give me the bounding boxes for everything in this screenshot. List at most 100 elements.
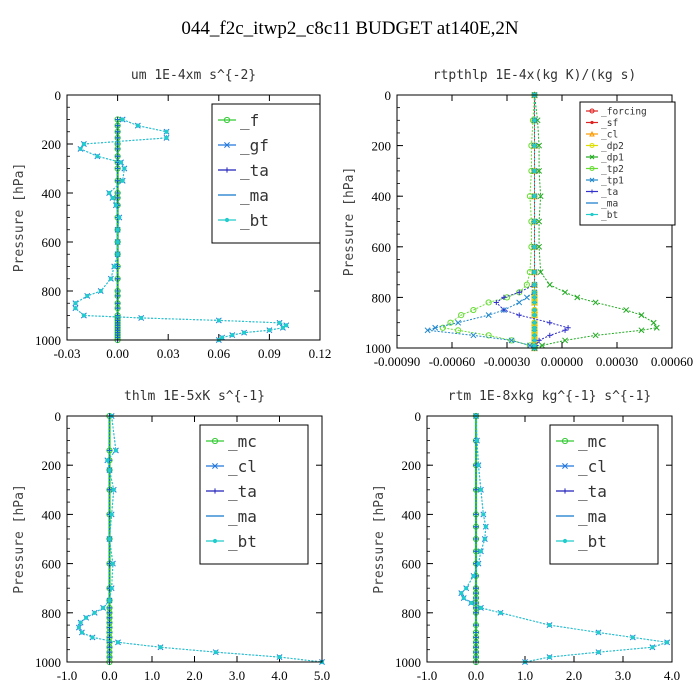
data-point xyxy=(98,288,103,294)
data-point xyxy=(592,299,599,306)
legend-marker xyxy=(562,463,568,469)
data-point xyxy=(485,312,492,319)
legend-label: _gf xyxy=(240,136,269,155)
chart-panel-3: thlm 1E-5xK s^{-1} Pressure [hPa] 0 200 400 6… xyxy=(12,389,330,683)
y-tick-label: 0 xyxy=(55,409,62,424)
data-point xyxy=(135,123,140,128)
legend-marker xyxy=(561,437,569,445)
data-point xyxy=(90,635,95,640)
legend-label: _tp1 xyxy=(601,176,624,187)
data-point xyxy=(501,294,507,300)
x-tick-label: -0.00090 xyxy=(374,354,421,369)
legend-marker xyxy=(589,130,595,137)
legend: _mc _cl _ta _ma _bt xyxy=(199,424,309,565)
data-point xyxy=(532,328,537,333)
data-point xyxy=(84,615,89,620)
data-point xyxy=(483,524,488,529)
y-tick-label: 800 xyxy=(42,606,62,621)
data-point xyxy=(439,324,446,331)
data-point xyxy=(546,281,553,288)
y-tick-label: 200 xyxy=(42,458,62,473)
x-tick-label: 4.0 xyxy=(271,668,287,683)
y-tick-label: 0 xyxy=(415,409,422,424)
data-point xyxy=(485,332,492,339)
data-point xyxy=(485,299,492,306)
data-point xyxy=(481,512,486,517)
legend-label: _mc xyxy=(578,432,607,451)
y-tick-label: 200 xyxy=(372,139,392,154)
y-tick-label: 1000 xyxy=(35,655,61,670)
data-point xyxy=(470,306,477,314)
data-point xyxy=(120,117,125,122)
legend-label: _bt xyxy=(240,211,269,230)
data-point xyxy=(482,536,487,542)
data-point xyxy=(532,219,537,224)
legend-marker xyxy=(590,120,594,125)
legend-label: _ta xyxy=(578,482,607,501)
data-point xyxy=(547,332,553,338)
data-point xyxy=(596,630,601,635)
legend-marker xyxy=(212,488,218,494)
x-tick-label: 3.0 xyxy=(229,668,245,683)
data-point xyxy=(242,330,247,335)
data-point xyxy=(532,118,537,123)
data-point xyxy=(532,282,537,287)
data-point xyxy=(596,650,601,655)
data-point xyxy=(101,605,106,610)
data-point xyxy=(508,337,515,344)
y-tick-label: 1000 xyxy=(365,341,391,356)
x-tick-label: -0.00030 xyxy=(484,354,531,369)
data-point xyxy=(81,141,86,147)
data-point xyxy=(117,215,122,220)
figure-title: 044_f2c_itwp2_c8c11 BUDGET at140E,2N xyxy=(181,18,519,39)
legend-label: _ta xyxy=(601,187,618,198)
y-tick-label: 800 xyxy=(372,290,392,305)
chart-panel-1: um 1E-4xm s^{-2} Pressure [hPa] 0 200 400 600… xyxy=(12,68,331,361)
data-point xyxy=(474,438,480,443)
data-point xyxy=(95,154,100,159)
data-point xyxy=(73,301,78,306)
data-point xyxy=(498,610,503,615)
data-point xyxy=(118,160,124,165)
data-point xyxy=(478,549,483,554)
y-tick-label: 200 xyxy=(402,458,422,473)
legend-label: _bt xyxy=(601,210,618,221)
legend-label: _f xyxy=(240,111,259,130)
x-tick-label: 2.0 xyxy=(566,668,582,683)
data-point xyxy=(78,620,83,625)
data-point xyxy=(536,142,543,149)
data-point xyxy=(284,323,289,328)
data-point xyxy=(471,573,476,578)
data-point xyxy=(110,561,115,566)
data-point xyxy=(108,276,113,281)
legend-marker xyxy=(589,108,595,114)
legend: _mc _cl _ta _ma _bt xyxy=(549,424,659,565)
data-point xyxy=(574,294,581,301)
data-point xyxy=(277,655,282,660)
x-tick-label: 0.00060 xyxy=(651,354,693,369)
panel-title: rtm 1E-8xkg kg^{-1} s^{-1} xyxy=(448,389,652,404)
legend-label: _cl xyxy=(578,457,607,476)
data-point xyxy=(267,328,272,333)
data-point xyxy=(105,458,110,463)
data-point xyxy=(220,335,225,340)
plot-frame xyxy=(66,415,323,663)
y-tick-label: 800 xyxy=(42,284,62,299)
legend-marker xyxy=(212,538,218,544)
x-tick-label: 0.00 xyxy=(106,346,129,361)
y-tick-label: 400 xyxy=(402,507,422,522)
data-point xyxy=(107,190,112,196)
data-point xyxy=(476,463,481,468)
data-point xyxy=(216,318,221,323)
legend-marker xyxy=(211,437,219,445)
x-tick-label: -0.00060 xyxy=(429,354,476,369)
legend-marker xyxy=(562,538,568,544)
data-point xyxy=(653,324,660,331)
data-point xyxy=(470,332,477,339)
x-tick-label: 0.03 xyxy=(157,346,180,361)
data-point xyxy=(85,293,90,298)
data-point xyxy=(665,640,670,645)
data-point xyxy=(115,227,120,232)
data-point xyxy=(562,289,569,296)
y-axis-label: Pressure [hPa] xyxy=(12,484,27,594)
